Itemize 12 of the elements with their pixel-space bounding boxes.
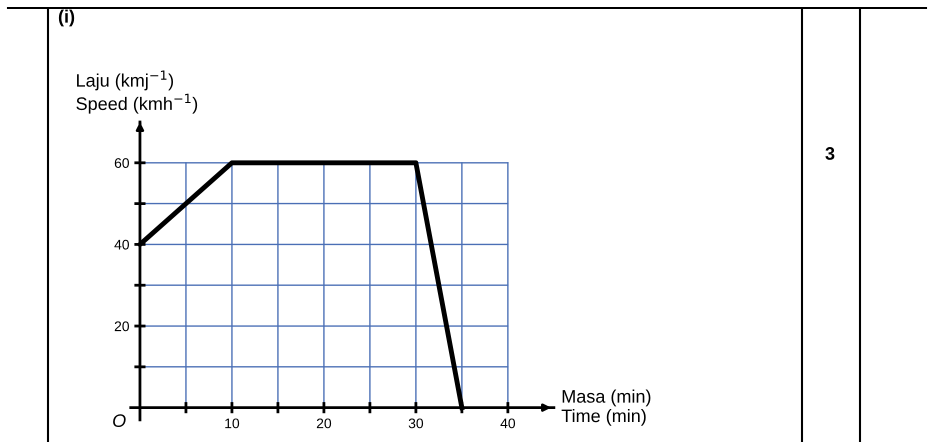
x-tick-label: 10 [225,418,240,428]
y-tick-label: 20 [114,321,129,332]
text: (i) [58,10,74,26]
x-axis-title: Masa (min) Time (min) [562,390,650,426]
x-tick-label: 30 [408,418,424,428]
y-tick-label: 40 [114,240,129,250]
y-axis-title: Laju (kmj$^{−1}$) Speed (kmh$^{−1}$) [76,70,198,114]
text: 3 [825,147,834,160]
y-tick-label: 60 [114,158,129,168]
text: O [113,414,126,428]
x-tick-label: 40 [500,418,516,428]
x-tick-label: 20 [316,418,332,428]
